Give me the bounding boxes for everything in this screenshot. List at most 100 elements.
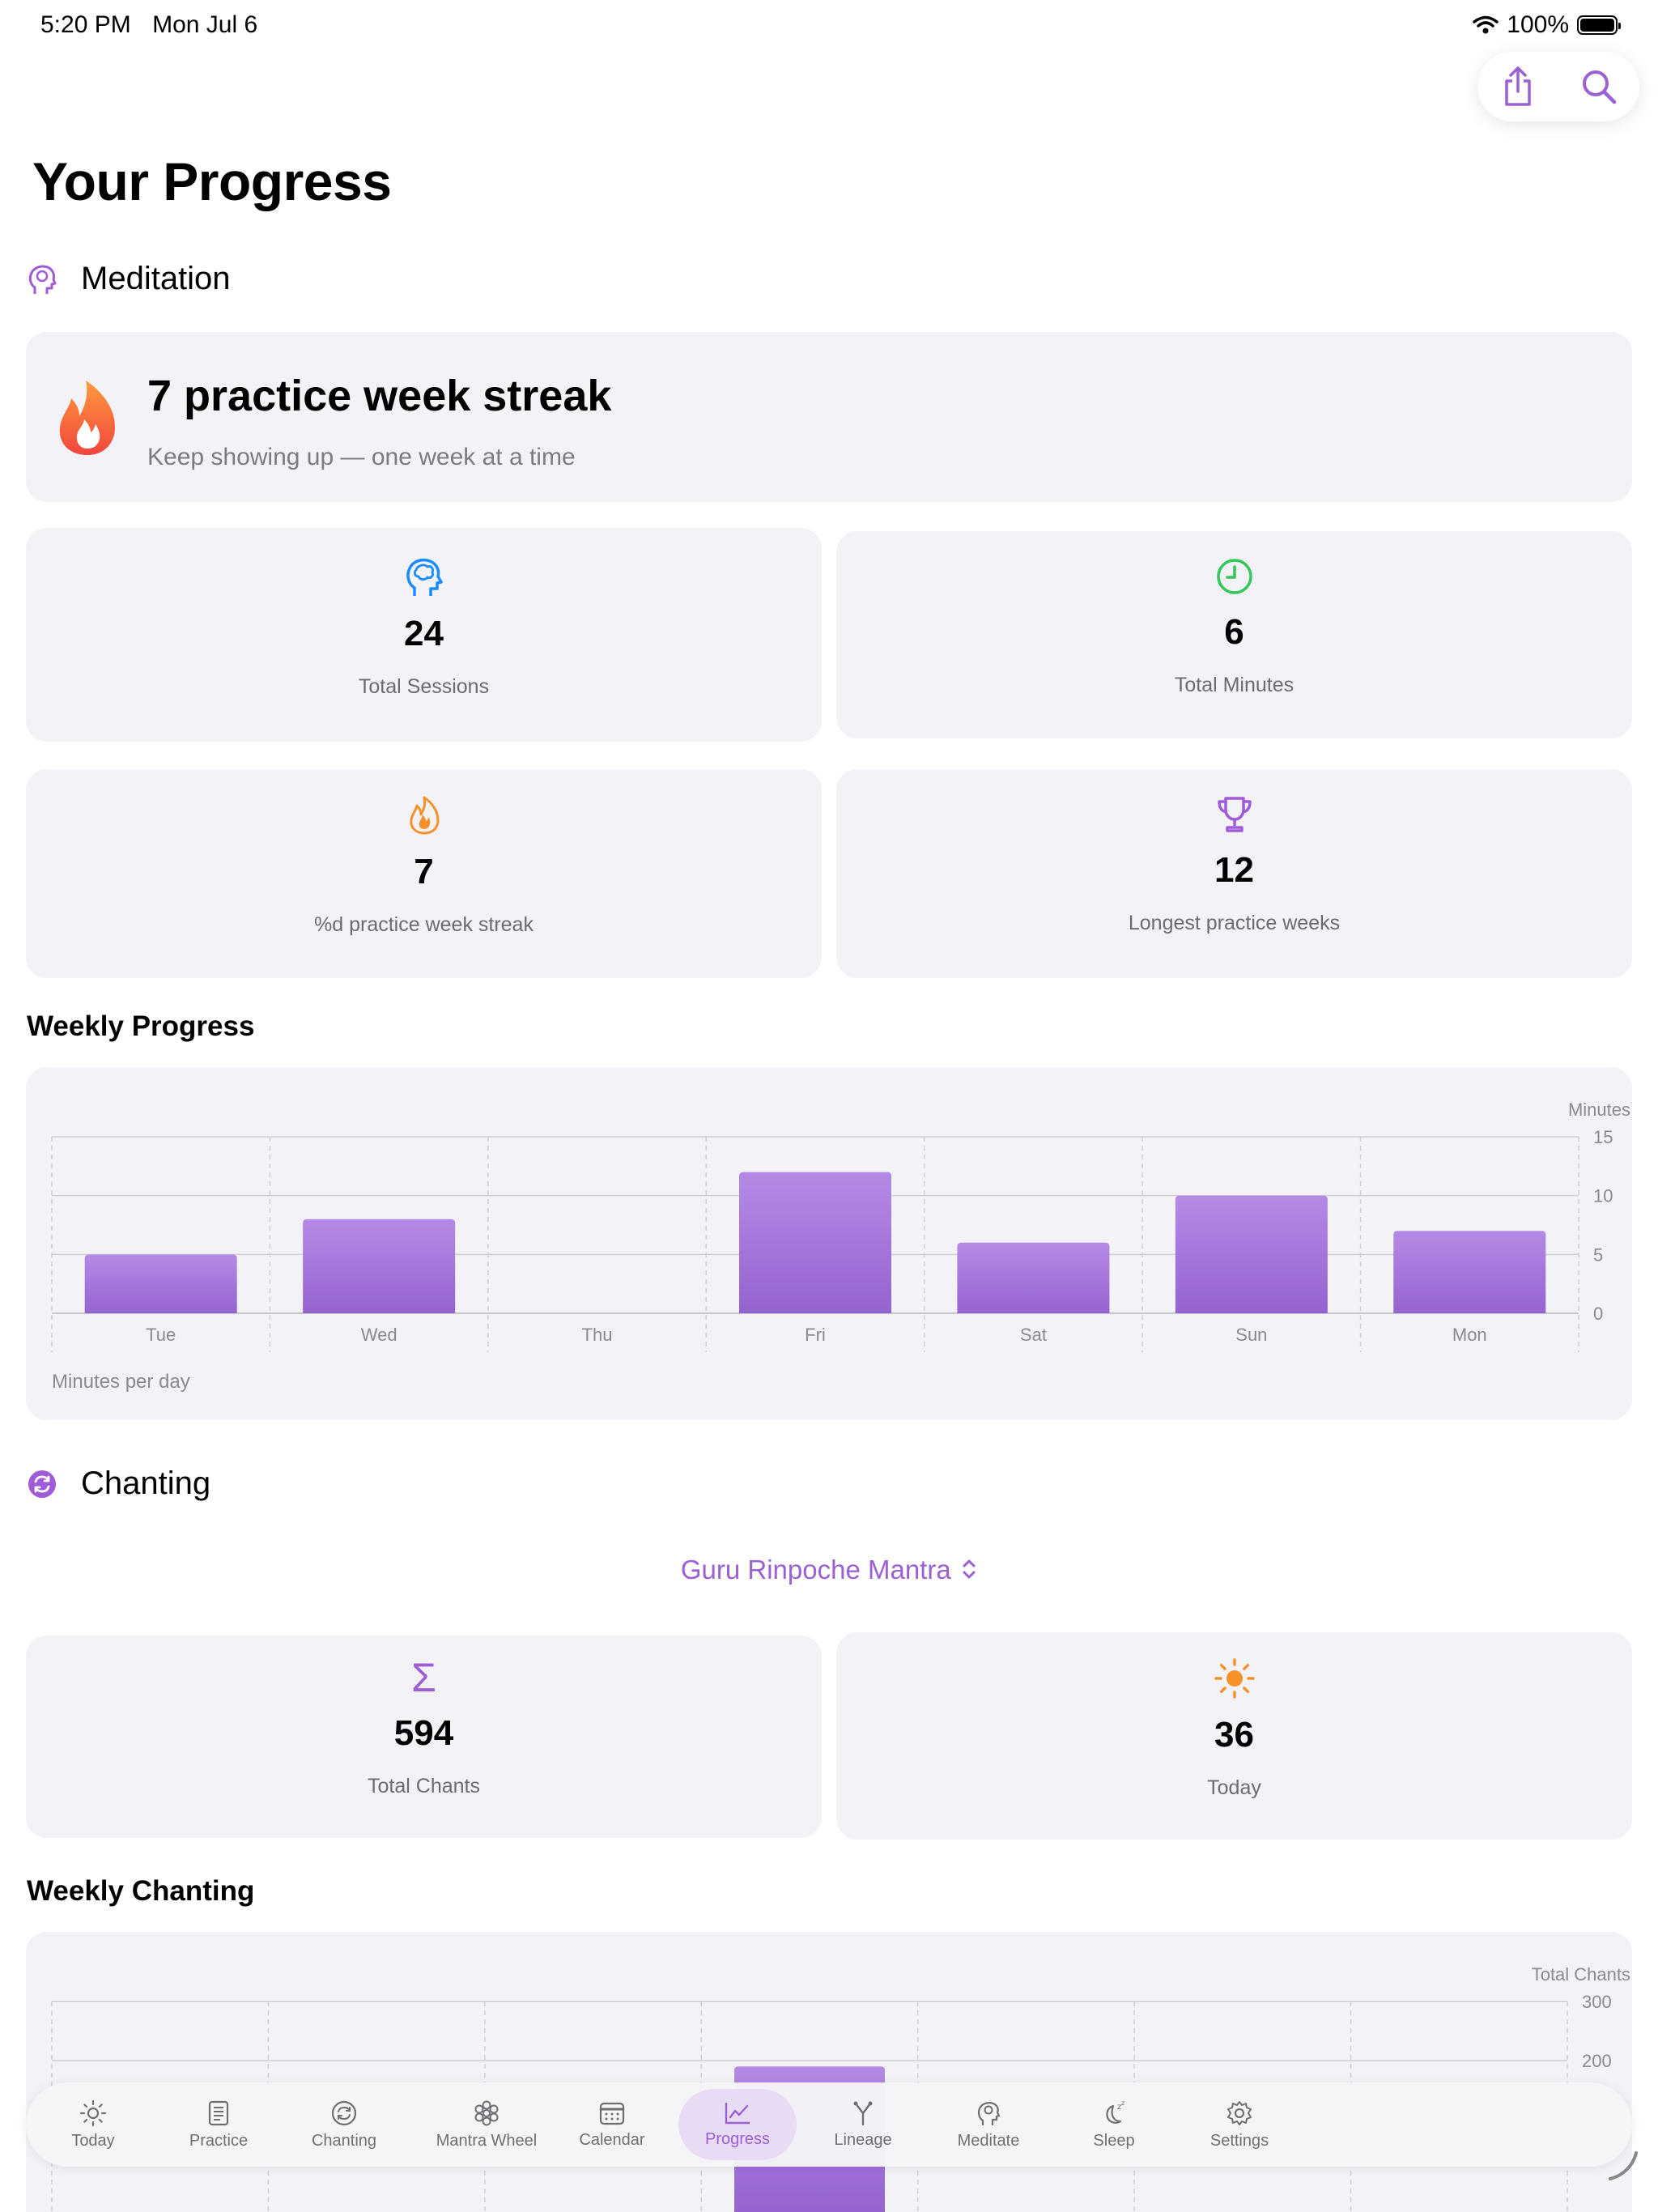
calendar-icon <box>599 2102 625 2125</box>
total-sessions-label: Total Sessions <box>358 675 490 698</box>
meditation-section-header: Meditation <box>28 261 231 297</box>
tab-mantra-wheel[interactable]: Mantra Wheel <box>418 2089 555 2160</box>
repeat-icon <box>28 1470 56 1498</box>
tab-label: Today <box>71 2131 115 2150</box>
x-tick-label: Fri <box>805 1325 826 1345</box>
y-axis-label: Minutes <box>1568 1100 1630 1120</box>
stat-card-total-chants: Σ 594 Total Chants <box>26 1636 822 1838</box>
chart-bar-sat <box>957 1242 1110 1313</box>
status-bar-time: 5:20 PM Mon Jul 6 <box>40 11 257 39</box>
top-actions <box>1477 52 1639 121</box>
tab-chanting[interactable]: Chanting <box>283 2089 405 2160</box>
clock-icon <box>1216 559 1252 594</box>
tab-progress[interactable]: Progress <box>678 2089 797 2160</box>
head-icon <box>977 2101 1001 2125</box>
weekly-progress-chart: Minutes 0 5 10 15 Tue Wed Thu Fri Sat Sun Mon Minute… <box>51 1100 1630 1393</box>
weekly-progress-heading: Weekly Progress <box>27 1010 255 1042</box>
x-tick-label: Wed <box>361 1325 397 1345</box>
tab-label: Calendar <box>579 2130 645 2149</box>
x-tick-label: Thu <box>582 1325 613 1345</box>
sun-icon <box>79 2099 107 2126</box>
week-streak-label: %d practice week streak <box>314 913 534 936</box>
y-tick-label: 10 <box>1593 1186 1613 1206</box>
tab-label: Mantra Wheel <box>436 2131 538 2150</box>
tab-sleep[interactable]: z z Sleep <box>1053 2089 1175 2160</box>
status-date: Mon Jul 6 <box>152 11 258 38</box>
tab-lineage[interactable]: Lineage <box>802 2089 924 2160</box>
streak-title: 7 practice week streak <box>147 372 612 420</box>
total-chants-label: Total Chants <box>368 1775 480 1797</box>
repeat-icon <box>331 2100 357 2125</box>
total-sessions-value: 24 <box>404 614 444 653</box>
weekly-chanting-card: Total Chants 200 300 <box>26 1932 1632 2212</box>
tab-practice[interactable]: Practice <box>158 2089 279 2160</box>
total-chants-value: 594 <box>393 1713 454 1753</box>
today-value: 36 <box>1214 1715 1254 1755</box>
svg-text:z: z <box>1117 2103 1121 2112</box>
battery-percent: 100% <box>1507 11 1569 38</box>
chart-bar-mon <box>1393 1231 1546 1313</box>
brain-icon <box>406 558 443 596</box>
svg-text:z: z <box>1121 2099 1124 2107</box>
y-axis-label: Total Chants <box>1532 1964 1630 1984</box>
tab-label: Settings <box>1209 2131 1269 2150</box>
book-icon <box>208 2100 229 2125</box>
x-tick-label: Tue <box>146 1325 176 1345</box>
weekly-progress-card: Minutes 0 5 10 15 Tue Wed Thu Fri Sat Sun Mon Minute… <box>26 1067 1632 1420</box>
streak-subtitle: Keep showing up — one week at a time <box>147 444 576 470</box>
flame-icon <box>59 381 115 455</box>
battery-icon <box>1577 15 1621 35</box>
meditation-heading: Meditation <box>81 261 231 296</box>
sigma-icon: Σ <box>411 1655 436 1700</box>
stat-card-longest-weeks: 12 Longest practice weeks <box>836 769 1632 978</box>
tab-label: Meditate <box>957 2131 1020 2150</box>
y-tick-label: 300 <box>1582 1992 1612 2012</box>
corner-grabber-icon <box>1609 2151 1638 2180</box>
sun-icon <box>1214 1658 1255 1699</box>
gear-icon <box>1227 2100 1252 2125</box>
x-tick-label: Mon <box>1452 1325 1487 1345</box>
chart-bar-wed <box>303 1219 456 1313</box>
wifi-icon <box>1473 15 1499 34</box>
today-label: Today <box>1207 1776 1261 1799</box>
moon-icon: z z <box>1106 2099 1124 2124</box>
page-title: Your Progress <box>32 151 392 211</box>
y-tick-label: 5 <box>1593 1244 1603 1265</box>
chanting-section-header: Chanting <box>28 1465 210 1502</box>
total-minutes-label: Total Minutes <box>1174 674 1295 696</box>
streak-card: 7 practice week streak Keep showing up —… <box>26 332 1632 502</box>
y-tick-label: 0 <box>1593 1304 1603 1324</box>
share-icon[interactable] <box>1500 66 1536 108</box>
longest-weeks-label: Longest practice weeks <box>1128 912 1341 934</box>
chanting-heading: Chanting <box>81 1465 211 1501</box>
stat-card-week-streak: 7 %d practice week streak <box>26 769 822 978</box>
head-icon <box>28 265 57 294</box>
tab-calendar[interactable]: Calendar <box>551 2089 673 2160</box>
trophy-icon <box>1217 797 1252 832</box>
lineage-icon <box>853 2101 873 2125</box>
tab-bar: Today Practice Chanting Mantra Wheel <box>26 2082 1632 2167</box>
stat-card-total-sessions: 24 Total Sessions <box>26 528 822 742</box>
stat-card-total-minutes: 6 Total Minutes <box>836 531 1632 738</box>
x-tick-label: Sat <box>1020 1325 1047 1345</box>
chart-icon <box>725 2102 750 2124</box>
mantra-selector[interactable]: Guru Rinpoche Mantra <box>0 1555 1658 1585</box>
tab-label: Sleep <box>1093 2131 1135 2150</box>
tab-today[interactable]: Today <box>32 2089 154 2160</box>
y-tick-label: 15 <box>1593 1127 1613 1147</box>
flower-icon <box>474 2100 499 2125</box>
chart-bar-sun <box>1175 1195 1328 1313</box>
search-icon[interactable] <box>1580 68 1618 105</box>
longest-weeks-value: 12 <box>1214 850 1254 890</box>
week-streak-value: 7 <box>414 852 434 891</box>
stat-card-today: 36 Today <box>836 1632 1632 1840</box>
tab-label: Practice <box>189 2131 249 2150</box>
total-minutes-value: 6 <box>1224 612 1244 652</box>
mantra-selector-label: Guru Rinpoche Mantra <box>680 1555 951 1585</box>
tab-meditate[interactable]: Meditate <box>928 2089 1049 2160</box>
chart-bar-tue <box>84 1254 237 1313</box>
status-time: 5:20 PM <box>40 11 131 38</box>
tab-settings[interactable]: Settings <box>1179 2089 1300 2160</box>
x-tick-label: Sun <box>1235 1325 1267 1345</box>
weekly-chanting-chart: Total Chants 200 300 <box>51 1964 1630 2212</box>
